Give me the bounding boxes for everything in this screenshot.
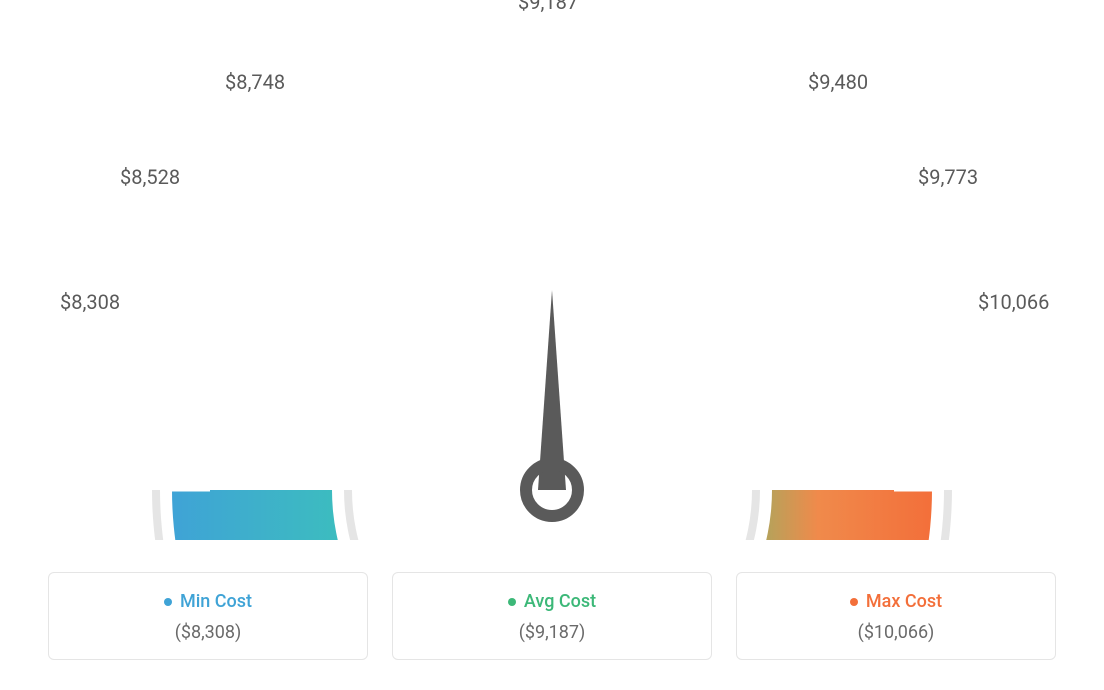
gauge-tick-label: $9,187 [518, 0, 578, 14]
gauge-tick-label: $10,066 [978, 290, 1049, 314]
legend-title-avg: Avg Cost [508, 591, 596, 612]
legend-value-max: ($10,066) [737, 622, 1055, 643]
legend-card-max: Max Cost ($10,066) [736, 572, 1056, 661]
gauge-tick-label: $8,528 [120, 165, 180, 189]
legend-value-min: ($8,308) [49, 622, 367, 643]
dot-icon [508, 598, 516, 606]
gauge-tick-label: $8,308 [60, 290, 120, 314]
dot-icon [164, 598, 172, 606]
gauge-tick-label: $9,480 [808, 70, 868, 94]
dot-icon [850, 598, 858, 606]
legend-title-text: Max Cost [866, 591, 942, 612]
gauge-tick-label: $8,748 [225, 70, 285, 94]
legend-title-text: Min Cost [180, 591, 252, 612]
legend-card-avg: Avg Cost ($9,187) [392, 572, 712, 661]
gauge-svg [102, 40, 1002, 540]
gauge-chart: $8,308 $8,528 $8,748 $9,187 $9,480 $9,773 $10,… [0, 0, 1104, 560]
legend-value-avg: ($9,187) [393, 622, 711, 643]
legend-title-max: Max Cost [850, 591, 942, 612]
legend-title-min: Min Cost [164, 591, 252, 612]
legend-title-text: Avg Cost [524, 591, 596, 612]
gauge-tick-label: $9,773 [918, 165, 978, 189]
legend-card-min: Min Cost ($8,308) [48, 572, 368, 661]
legend-row: Min Cost ($8,308) Avg Cost ($9,187) Max … [0, 572, 1104, 661]
